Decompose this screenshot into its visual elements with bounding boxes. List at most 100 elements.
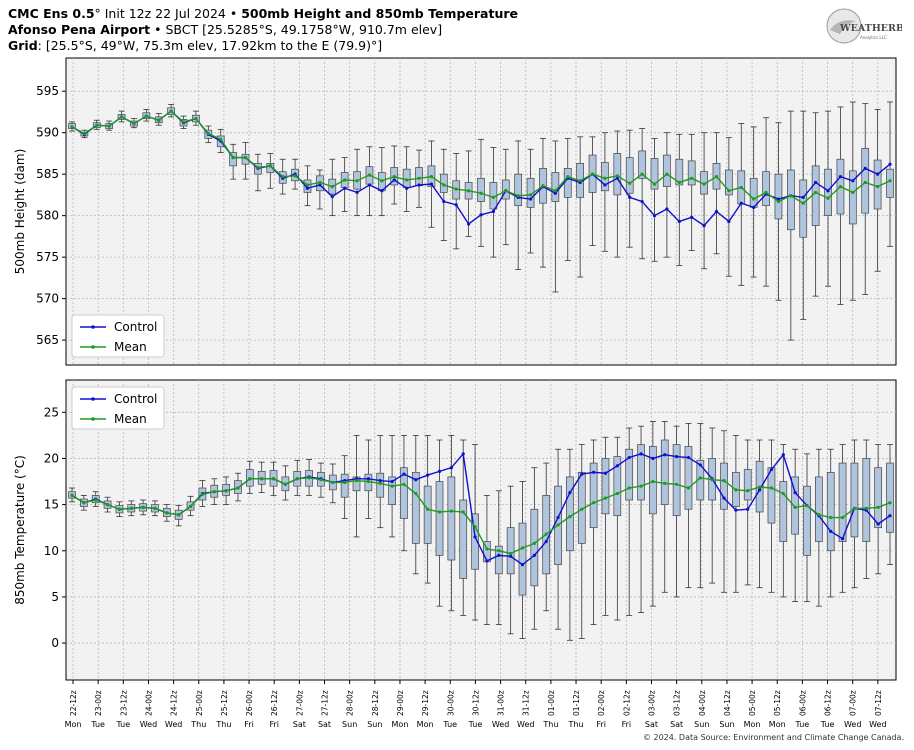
box bbox=[650, 158, 659, 190]
chart-title: 500mb Height and 850mb Temperature bbox=[241, 6, 518, 21]
x-day-label: Thu bbox=[542, 720, 558, 729]
series-point-mean bbox=[663, 481, 667, 485]
header-line-2: Afonso Pena Airport • SBCT [25.5285°S, 4… bbox=[8, 22, 443, 37]
series-point-mean bbox=[283, 482, 287, 486]
box-whisker bbox=[762, 117, 770, 287]
box-whisker bbox=[637, 425, 645, 614]
box-whisker bbox=[229, 143, 237, 180]
x-tick-label: 05-00z bbox=[748, 690, 757, 716]
x-day-label: Sun bbox=[694, 720, 709, 729]
box bbox=[625, 448, 634, 501]
box-whisker bbox=[625, 427, 634, 616]
box bbox=[826, 471, 835, 552]
x-day-label: Tue bbox=[90, 720, 105, 729]
box-whisker bbox=[743, 439, 752, 586]
series-point-control bbox=[366, 477, 370, 481]
box bbox=[803, 485, 811, 556]
series-point-control bbox=[378, 479, 382, 483]
series-point-mean bbox=[628, 181, 632, 185]
x-day-label: Sat bbox=[293, 720, 306, 729]
time-axis: 22-12z Mon 23-00z Tue 23-12z Tue 24-00z Wed 24-1… bbox=[65, 680, 887, 729]
box bbox=[838, 462, 847, 542]
box-whisker bbox=[530, 467, 539, 630]
series-point-mean bbox=[256, 165, 260, 170]
box bbox=[506, 527, 515, 575]
x-tick-label: 24-00z bbox=[144, 690, 153, 716]
box-whisker bbox=[786, 110, 795, 341]
series-point-mean bbox=[698, 476, 702, 480]
series-point-mean bbox=[70, 125, 74, 129]
box bbox=[638, 150, 646, 179]
series-point-mean bbox=[714, 175, 719, 179]
series-point-mean bbox=[442, 183, 446, 187]
series-point-mean bbox=[553, 189, 557, 193]
series-point-mean bbox=[355, 179, 359, 183]
x-day-label: Tue bbox=[115, 720, 130, 729]
y-tick-label: 0 bbox=[51, 636, 59, 650]
x-tick-label: 27-12z bbox=[321, 690, 330, 716]
series-point-control bbox=[568, 491, 572, 495]
series-point-mean bbox=[675, 482, 679, 486]
series-point-mean bbox=[181, 120, 186, 124]
station-name: Afonso Pena Airport bbox=[8, 22, 151, 37]
box-whisker bbox=[774, 122, 783, 301]
x-day-label: Wed bbox=[517, 720, 534, 729]
box-whisker bbox=[660, 421, 669, 593]
box-whisker bbox=[340, 455, 349, 519]
series-point-control bbox=[497, 553, 501, 557]
weatherbell-logo: WEATHERBELL Analytics LLC bbox=[826, 8, 902, 44]
series-point-control bbox=[603, 183, 607, 187]
series-point-mean bbox=[652, 182, 657, 186]
box-whisker bbox=[241, 142, 250, 180]
box-whisker bbox=[725, 137, 733, 277]
series-point-control bbox=[690, 215, 694, 219]
box bbox=[815, 476, 823, 542]
box bbox=[518, 522, 527, 596]
series-point-mean bbox=[319, 478, 323, 482]
box-whisker bbox=[684, 422, 693, 589]
series-point-control bbox=[826, 189, 830, 193]
series-point-mean bbox=[739, 185, 743, 190]
legend-marker bbox=[91, 397, 95, 401]
series-point-control bbox=[734, 508, 738, 512]
box bbox=[684, 446, 693, 510]
box bbox=[848, 170, 857, 225]
box bbox=[530, 508, 539, 587]
box bbox=[767, 467, 776, 524]
series-point-control bbox=[752, 205, 756, 209]
legend-label-control: Control bbox=[114, 320, 157, 334]
plot-area bbox=[65, 379, 897, 681]
series-point-control bbox=[814, 180, 818, 185]
box bbox=[663, 154, 671, 187]
series-point-control bbox=[746, 507, 750, 511]
series-point-mean bbox=[556, 523, 560, 527]
series-point-control bbox=[580, 472, 584, 476]
series-point-mean bbox=[117, 507, 122, 511]
series-point-control bbox=[801, 195, 805, 199]
box bbox=[589, 462, 598, 529]
series-point-mean bbox=[426, 507, 430, 511]
series-point-mean bbox=[219, 137, 223, 141]
series-point-mean bbox=[876, 185, 880, 189]
series-point-mean bbox=[817, 513, 821, 517]
x-tick-label: 07-12z bbox=[874, 690, 883, 716]
x-day-label: Mon bbox=[417, 720, 434, 729]
box bbox=[411, 471, 420, 544]
series-point-control bbox=[414, 478, 418, 482]
series-point-control bbox=[702, 224, 706, 228]
series-point-mean bbox=[829, 515, 833, 520]
box bbox=[824, 168, 832, 216]
series-point-mean bbox=[153, 506, 157, 510]
series-point-mean bbox=[402, 482, 406, 486]
x-tick-label: 26-00z bbox=[245, 690, 254, 716]
series-point-control bbox=[628, 195, 632, 199]
box-whisker bbox=[638, 128, 646, 260]
box-whisker bbox=[874, 444, 882, 575]
series-point-mean bbox=[281, 175, 285, 179]
series-point-mean bbox=[710, 478, 714, 482]
temperature-panel: 0 5 10 15 20 25 850mb Temperature (°C) Control M… bbox=[13, 379, 897, 681]
header-line-3: Grid: [25.5°S, 49°W, 75.3m elev, 17.92km… bbox=[8, 38, 382, 54]
legend-marker bbox=[91, 345, 95, 349]
series-point-mean bbox=[417, 176, 421, 180]
series-point-control bbox=[757, 488, 762, 492]
